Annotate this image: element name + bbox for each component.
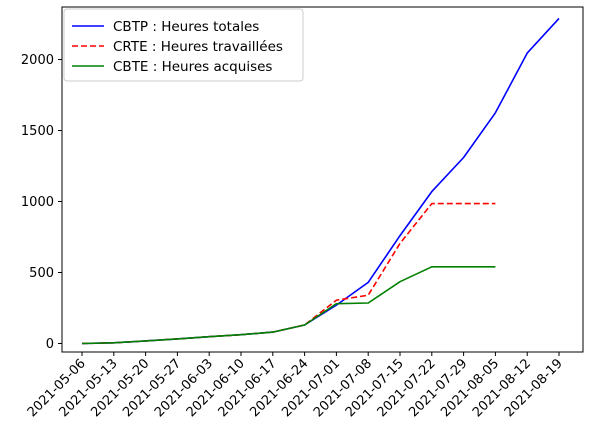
legend-label-cbte: CBTE : Heures acquises: [113, 59, 272, 75]
series-line-2: [81, 265, 496, 345]
y-tick-label: 500: [29, 266, 54, 281]
legend: CBTP : Heures totales CRTE : Heures trav…: [63, 8, 304, 82]
x-axis: 2021-05-062021-05-132021-05-202021-05-27…: [25, 352, 566, 420]
y-tick-label: 1000: [21, 195, 54, 210]
plot-area-frame: [61, 6, 584, 353]
y-tick-label: 2000: [21, 53, 54, 68]
y-tick-label: 1500: [21, 124, 54, 139]
series-layer: [81, 17, 560, 345]
legend-label-cbtp: CBTP : Heures totales: [113, 19, 259, 35]
y-tick-label: 0: [46, 337, 54, 352]
legend-box: [63, 8, 304, 82]
series-line-1: [81, 202, 496, 345]
legend-label-crte: CRTE : Heures travaillées: [113, 39, 283, 55]
y-axis: 0 500 1000 1500 2000: [21, 53, 62, 352]
